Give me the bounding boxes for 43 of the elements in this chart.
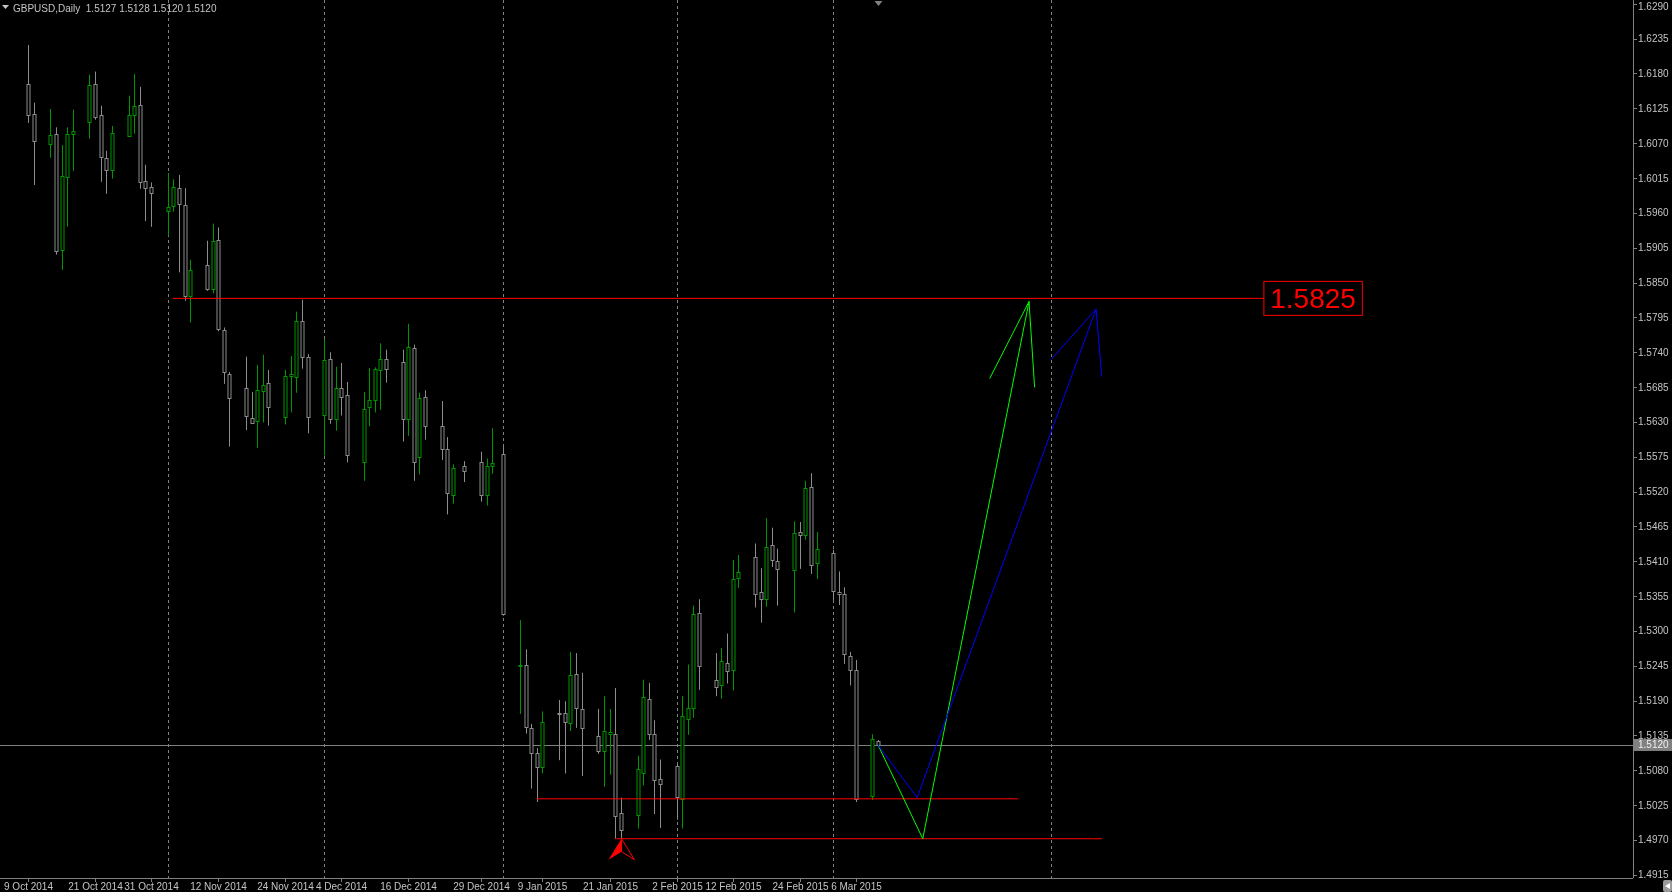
y-tick-label: 1.4970 — [1638, 834, 1670, 846]
y-tick-label: 1.5630 — [1638, 416, 1670, 428]
y-tick-label: 1.5575 — [1638, 451, 1670, 463]
x-tick-label: 29 Dec 2014 — [453, 881, 511, 892]
x-tick-label: 24 Feb 2015 — [772, 881, 830, 892]
y-tick-label: 1.4915 — [1638, 869, 1670, 881]
y-tick-label: 1.5960 — [1638, 207, 1670, 219]
annotation: 1.5825 — [1270, 283, 1356, 315]
y-tick-label: 1.6180 — [1638, 67, 1670, 79]
y-tick-label: 1.6235 — [1638, 33, 1670, 45]
y-tick-label: 1.5850 — [1638, 277, 1670, 289]
y-tick-label: 1.5355 — [1638, 590, 1670, 602]
y-tick-label: 1.5025 — [1638, 799, 1670, 811]
x-tick-label: 2 Feb 2015 — [652, 881, 704, 892]
y-tick-label: 1.5080 — [1638, 764, 1670, 776]
y-tick-label: 1.6290 — [1638, 0, 1670, 12]
x-tick-label: 24 Nov 2014 — [257, 881, 315, 892]
y-tick-label: 1.5300 — [1638, 625, 1670, 637]
y-tick-label: 1.5740 — [1638, 346, 1670, 358]
y-tick-label: 1.5245 — [1638, 660, 1670, 672]
y-tick-label: 1.6125 — [1638, 102, 1670, 114]
x-tick-label: 12 Nov 2014 — [190, 881, 248, 892]
x-tick-label: 31 Oct 2014 — [124, 881, 180, 892]
y-tick-label: 1.5465 — [1638, 520, 1670, 532]
chart-title: GBPUSD,Daily 1.5127 1.5128 1.5120 1.5120 — [13, 3, 217, 14]
x-tick-label: 21 Oct 2014 — [68, 881, 124, 892]
x-tick-label: 4 Dec 2014 — [315, 881, 368, 892]
y-tick-label: 1.5520 — [1638, 486, 1670, 498]
y-tick-label: 1.6070 — [1638, 137, 1670, 149]
y-tick-label: 1.5410 — [1638, 555, 1670, 567]
y-tick-label: 1.5685 — [1638, 381, 1670, 393]
x-tick-label: 9 Oct 2014 — [4, 881, 54, 892]
x-tick-label: 9 Jan 2015 — [517, 881, 568, 892]
y-tick-label: 1.5795 — [1638, 311, 1670, 323]
y-tick-label: 1.5905 — [1638, 242, 1670, 254]
ref-line-label: 1.5120 — [1638, 739, 1670, 751]
y-tick-label: 1.5135 — [1638, 729, 1670, 741]
y-tick-label: 1.5190 — [1638, 695, 1670, 707]
x-tick-label: 6 Mar 2015 — [831, 881, 883, 892]
x-tick-label: 16 Dec 2014 — [380, 881, 438, 892]
y-tick-label: 1.6015 — [1638, 172, 1670, 184]
x-tick-label: 12 Feb 2015 — [705, 881, 763, 892]
x-tick-label: 21 Jan 2015 — [582, 881, 639, 892]
